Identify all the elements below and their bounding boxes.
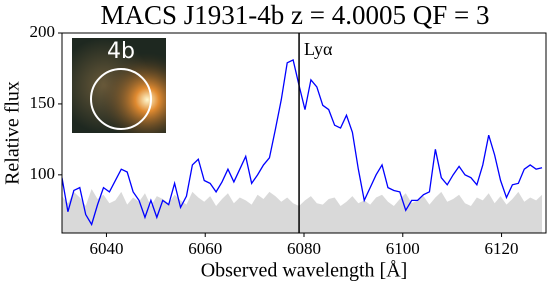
plot-area: Lyα 6040 6060 6080 6100 6120 100 150 200 [30,22,547,258]
y-tick-label: 150 [30,93,56,112]
lya-label: Lyα [304,39,333,59]
inset-circle [90,68,152,130]
spectrum-line [62,59,543,227]
x-tick-label: 6080 [287,239,321,258]
x-tick-label: 6100 [386,239,420,258]
inset-label: 4b [107,39,135,64]
x-axis-label: Observed wavelength [Å] [201,260,408,282]
inset-image: 4b [72,38,166,133]
y-tick-label: 200 [30,22,56,41]
inset-glow [72,38,166,133]
x-tick-label: 6060 [188,239,222,258]
x-tick-label: 6120 [485,239,519,258]
y-axis-label: Relative flux [2,81,24,185]
x-tick-label: 6040 [89,239,123,258]
chart-title: MACS J1931-4b z = 4.0005 QF = 3 [101,0,490,30]
y-tick-label: 100 [30,164,56,183]
noise-area [62,189,543,233]
